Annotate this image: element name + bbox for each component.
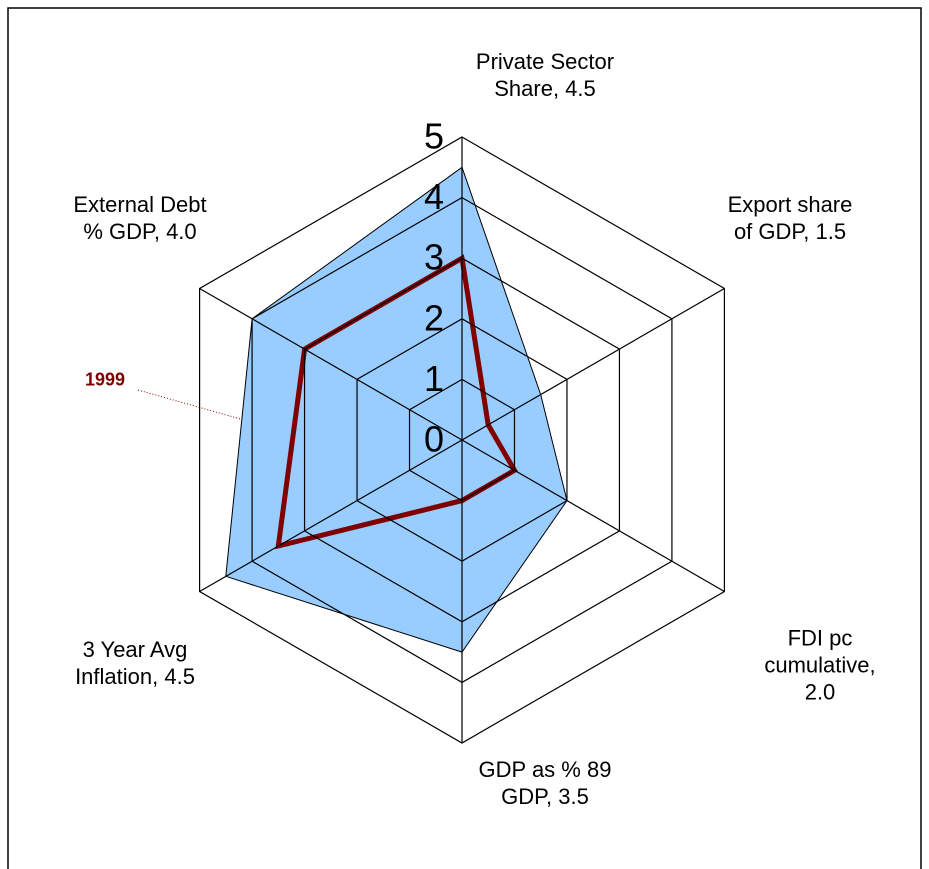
r-tick-label: 0 — [424, 419, 444, 460]
category-label: Export share of GDP, 1.5 — [727, 192, 853, 244]
r-tick-label: 5 — [424, 116, 444, 157]
spoke — [199, 439, 463, 593]
category-label: Private Sector Share, 4.5 — [475, 49, 615, 101]
r-tick-label: 2 — [424, 297, 444, 338]
area — [225, 166, 568, 653]
r-tick-label: 1 — [424, 358, 444, 399]
category-label: GDP as % 89 GDP, 3.5 — [478, 757, 612, 809]
r-tick-label: 3 — [424, 237, 444, 278]
category-label: External Debt % GDP, 4.0 — [73, 192, 207, 244]
series-label: 1999 — [84, 369, 126, 390]
spoke — [199, 287, 463, 441]
spoke — [461, 439, 725, 593]
leader-line — [137, 389, 291, 434]
category-label: FDI pc cumulative, 2.0 — [764, 625, 876, 705]
spoke — [461, 287, 725, 441]
r-tick-label: 4 — [424, 176, 444, 217]
category-label: 3 Year Avg Inflation, 4.5 — [75, 637, 195, 689]
frame — [7, 7, 922, 869]
